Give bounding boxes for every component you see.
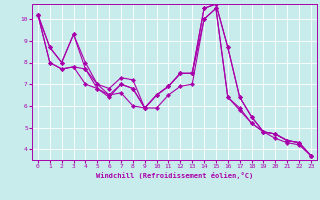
X-axis label: Windchill (Refroidissement éolien,°C): Windchill (Refroidissement éolien,°C) [96, 172, 253, 179]
